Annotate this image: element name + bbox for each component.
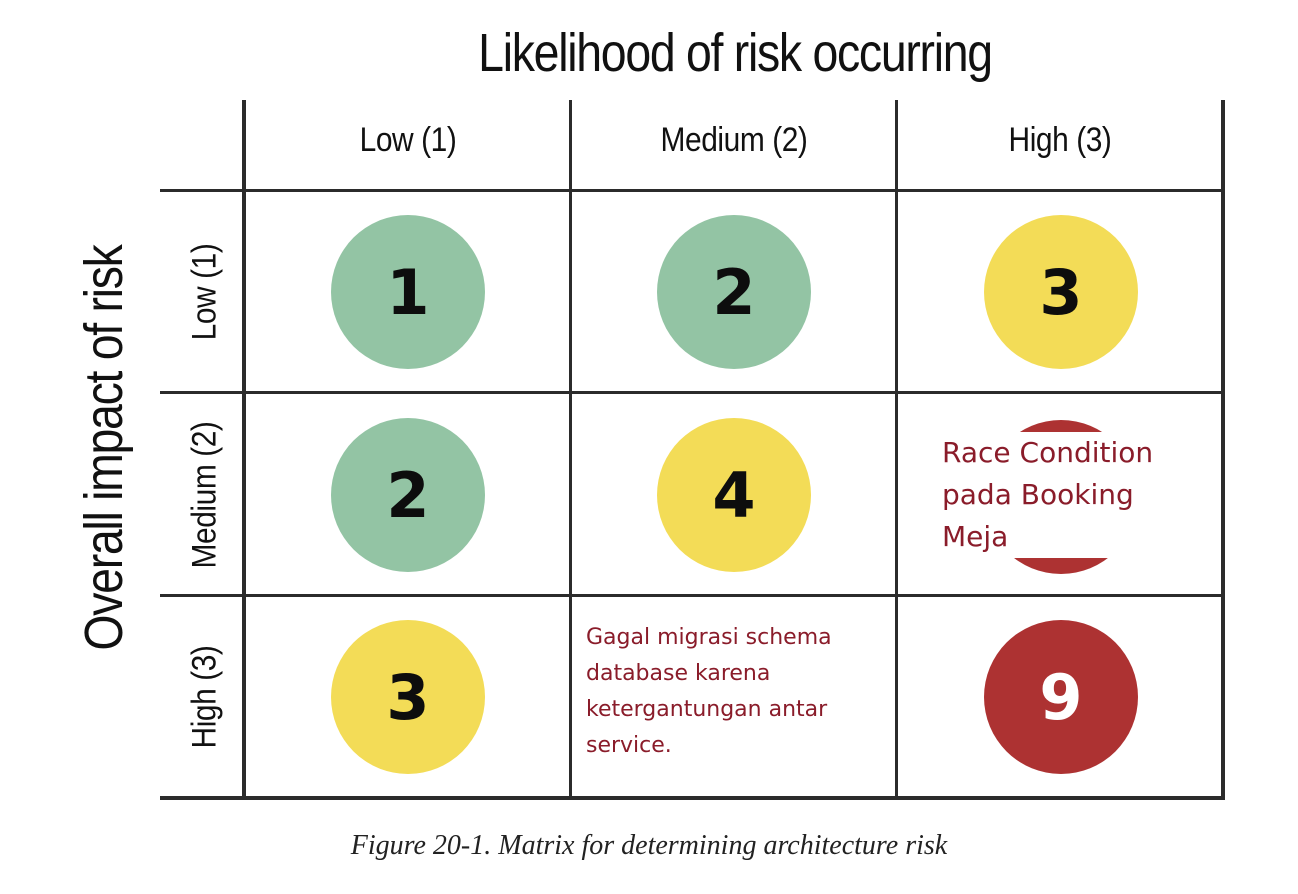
grid-line-vertical-2 <box>569 100 572 800</box>
row-header-medium: Medium (2) <box>185 421 224 569</box>
column-header-medium: Medium (2) <box>660 121 808 159</box>
risk-cell-low-high: 3 <box>984 215 1138 369</box>
schema-migration-note: Gagal migrasi schema database karena ket… <box>586 620 832 764</box>
risk-cell-high-low: 3 <box>331 620 485 774</box>
race-condition-note-line: pada Booking <box>942 478 1134 511</box>
grid-line-horizontal-1 <box>160 189 1225 192</box>
grid-line-horizontal-4 <box>160 796 1225 800</box>
grid-line-vertical-3 <box>895 100 898 800</box>
impact-axis-title: Overall impact of risk <box>74 245 134 651</box>
grid-line-vertical-1 <box>242 100 246 800</box>
row-header-low: Low (1) <box>185 243 224 341</box>
grid-line-horizontal-2 <box>160 391 1225 394</box>
risk-cell-medium-low: 2 <box>331 418 485 572</box>
race-condition-note-line: Meja <box>942 520 1009 553</box>
grid-line-vertical-4 <box>1221 100 1225 800</box>
schema-migration-note-line: ketergantungan antar <box>586 697 828 722</box>
schema-migration-note-line: service. <box>586 733 672 758</box>
schema-migration-note-line: Gagal migrasi schema <box>586 625 832 650</box>
race-condition-note: Race Condition pada Booking Meja <box>942 432 1160 558</box>
row-header-high: High (3) <box>185 645 224 749</box>
risk-cell-medium-medium: 4 <box>657 418 811 572</box>
likelihood-axis-title: Likelihood of risk occurring <box>478 23 993 83</box>
grid-line-horizontal-3 <box>160 594 1225 597</box>
risk-cell-low-low: 1 <box>331 215 485 369</box>
risk-cell-high-high: 9 <box>984 620 1138 774</box>
race-condition-note-line: Race Condition <box>942 436 1154 469</box>
risk-cell-low-medium: 2 <box>657 215 811 369</box>
schema-migration-note-line: database karena <box>586 661 771 686</box>
column-header-high: High (3) <box>1008 121 1112 159</box>
column-header-low: Low (1) <box>359 121 457 159</box>
figure-caption: Figure 20-1. Matrix for determining arch… <box>350 830 948 861</box>
